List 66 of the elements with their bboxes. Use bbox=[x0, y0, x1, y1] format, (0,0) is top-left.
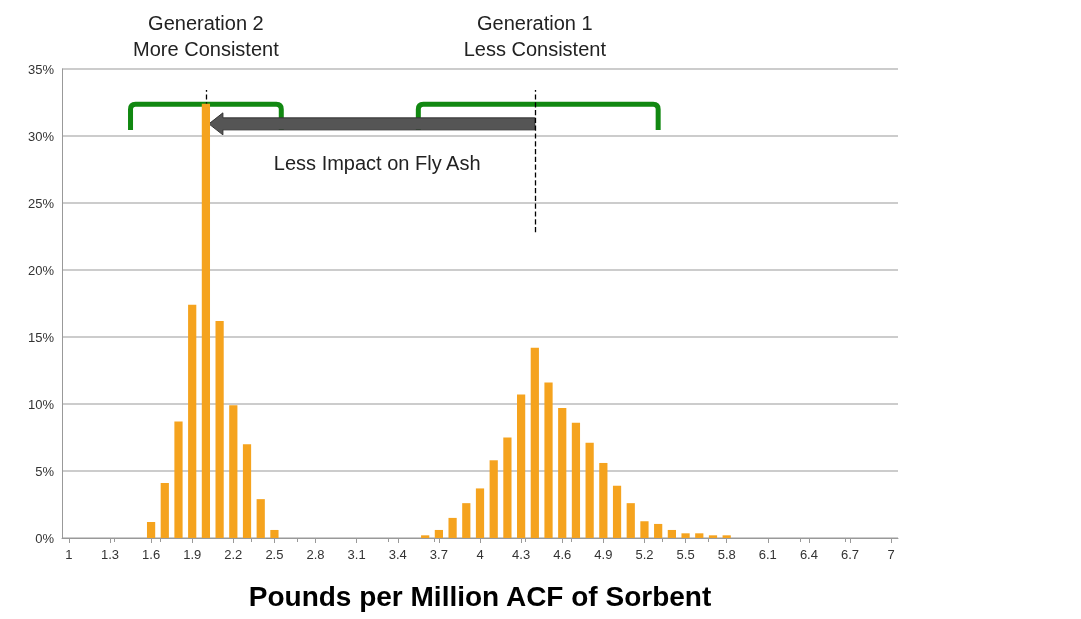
x-tick-label: 1.3 bbox=[100, 547, 120, 562]
x-axis-title: Pounds per Million ACF of Sorbent bbox=[248, 580, 712, 612]
bar bbox=[160, 483, 169, 538]
bar bbox=[270, 529, 279, 538]
bar bbox=[256, 499, 265, 538]
bar bbox=[640, 521, 649, 538]
annotation: Less Impact on Fly Ash bbox=[273, 152, 481, 175]
x-tick-label: 4.9 bbox=[594, 547, 613, 562]
x-tick-label: 5.5 bbox=[676, 547, 695, 562]
bar bbox=[708, 535, 718, 538]
bar bbox=[585, 442, 594, 538]
x-tick-label: 1.6 bbox=[142, 547, 161, 562]
y-tick-label: 30% bbox=[27, 128, 55, 144]
x-tick-label: 1.9 bbox=[183, 547, 202, 562]
bar bbox=[612, 485, 622, 538]
bar bbox=[229, 405, 238, 538]
x-tick-label: 5.8 bbox=[717, 547, 736, 562]
bar bbox=[667, 529, 676, 538]
x-tick-label: 4.3 bbox=[512, 547, 531, 562]
x-tick-label: 2.2 bbox=[224, 547, 243, 562]
bar bbox=[489, 460, 498, 538]
x-tick-label: 2.5 bbox=[265, 547, 284, 562]
x-tick-label: 6.4 bbox=[799, 547, 818, 562]
x-tick-label: 6.1 bbox=[758, 547, 777, 562]
bar bbox=[626, 503, 635, 538]
bar bbox=[503, 437, 512, 538]
x-tick-label: 4.6 bbox=[553, 547, 572, 562]
bar bbox=[434, 529, 443, 538]
y-tick-label: 35% bbox=[27, 61, 55, 77]
bar bbox=[448, 517, 457, 538]
bar bbox=[201, 103, 211, 538]
text: Generation 2 More Consistent bbox=[133, 12, 280, 60]
bar bbox=[654, 523, 663, 538]
bar bbox=[242, 444, 252, 538]
y-tick-label: 0% bbox=[35, 530, 55, 546]
y-tick-label: 15% bbox=[27, 329, 55, 345]
y-tick-label: 25% bbox=[27, 195, 55, 211]
x-tick-label: 6.7 bbox=[840, 547, 860, 562]
bar bbox=[722, 535, 731, 538]
x-tick-label: 1 bbox=[65, 547, 73, 562]
bar bbox=[558, 408, 567, 538]
bar bbox=[681, 533, 690, 538]
text: Generation 1 Less Consistent bbox=[463, 12, 607, 60]
bar bbox=[215, 320, 224, 538]
x-tick-label: 4 bbox=[476, 547, 484, 562]
bar bbox=[188, 304, 197, 538]
x-tick-label: 3.4 bbox=[388, 547, 407, 562]
x-tick-label: 3.1 bbox=[347, 547, 366, 562]
bar bbox=[695, 533, 704, 538]
x-tick-label: 2.8 bbox=[306, 547, 325, 562]
bar bbox=[571, 422, 581, 538]
bar bbox=[475, 488, 485, 538]
bar bbox=[421, 535, 430, 538]
bar bbox=[517, 394, 526, 538]
y-tick-label: 20% bbox=[27, 262, 55, 278]
x-tick-label: 3.7 bbox=[429, 547, 448, 562]
y-tick-label: 5% bbox=[35, 463, 55, 479]
x-tick-label: 7 bbox=[887, 547, 895, 562]
bar bbox=[174, 421, 183, 538]
bar bbox=[599, 462, 608, 538]
bar bbox=[530, 347, 539, 538]
bar bbox=[146, 521, 156, 538]
y-tick-label: 10% bbox=[27, 396, 55, 412]
x-tick-label: 5.2 bbox=[635, 547, 654, 562]
bar bbox=[462, 503, 471, 538]
bar bbox=[544, 382, 553, 538]
